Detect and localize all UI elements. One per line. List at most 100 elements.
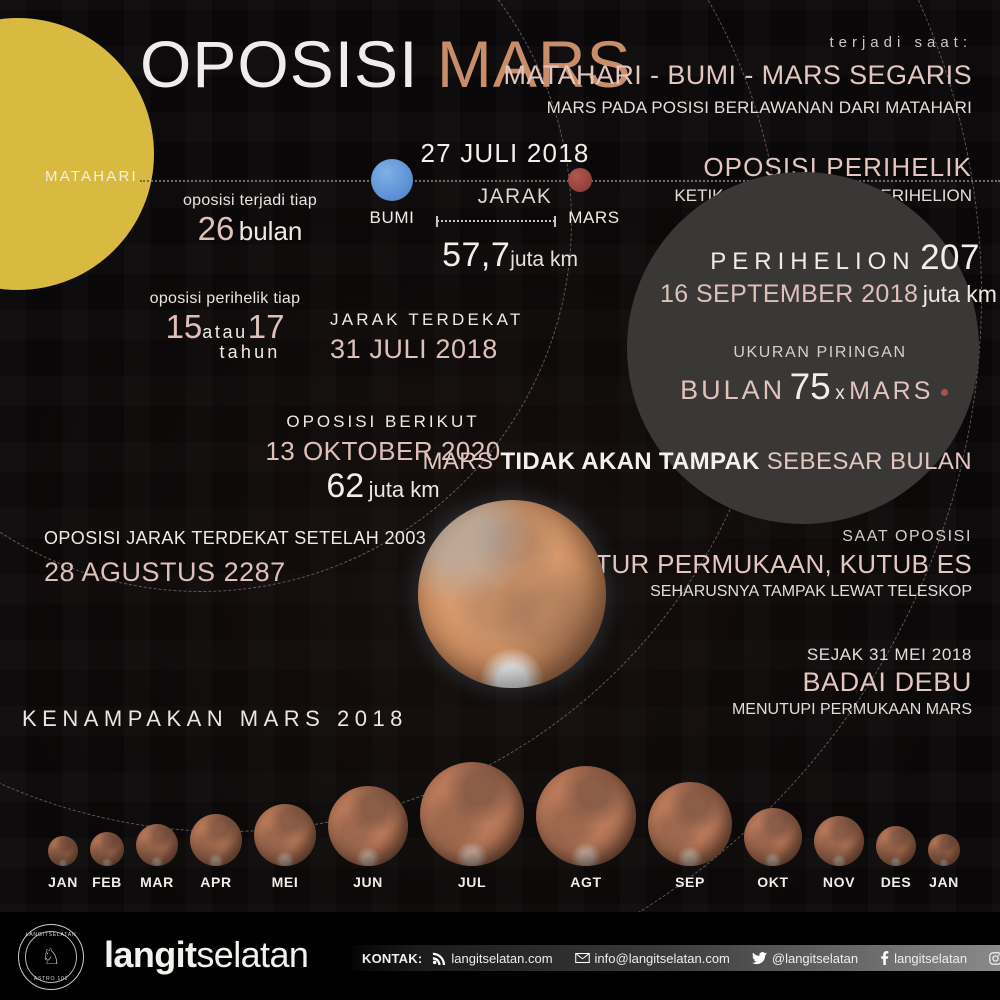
mars-label: MARS xyxy=(568,208,620,227)
comparison-moon-word: BULAN xyxy=(680,375,786,405)
perihelic-years-unit: tahun xyxy=(219,342,281,362)
contact-item[interactable]: langitselatanmedia xyxy=(989,951,1000,966)
seal-bottom-text: ASTRO 101 xyxy=(33,976,69,982)
dust-storm-eyebrow: SEJAK 31 MEI 2018 xyxy=(806,645,972,664)
mars-month-label: JUN xyxy=(353,874,383,890)
contact-item[interactable]: langitselatan.com xyxy=(432,950,553,966)
mars-photo-large xyxy=(418,500,606,688)
earth-planet-icon xyxy=(371,159,413,201)
closest-approach-head: JARAK TERDEKAT xyxy=(330,310,524,329)
contact-item[interactable]: @langitselatan xyxy=(751,951,858,966)
mars-month-item: FEB xyxy=(89,832,124,890)
perihelic-years-low: 15 xyxy=(165,308,203,345)
mars-month-item: MEI xyxy=(253,804,316,890)
dust-storm-block: SEJAK 31 MEI 2018 BADAI DEBU MENUTUPI PE… xyxy=(732,645,972,719)
mars-month-label: JAN xyxy=(48,874,78,890)
seal-horse-icon: ♘ xyxy=(41,944,61,969)
moon-disk xyxy=(627,172,979,524)
next-opposition-unit: juta km xyxy=(368,477,440,502)
perihelic-cycle-label: oposisi perihelik tiap xyxy=(149,290,301,307)
closest-approach-stat: JARAK TERDEKAT 31 JULI 2018 xyxy=(330,310,570,365)
perihelic-cycle-stat: oposisi perihelik tiap 15atau17 tahun xyxy=(110,290,340,363)
contact-bar: KONTAK: langitselatan.com info@langitsela… xyxy=(352,945,1000,971)
contact-item[interactable]: info@langitselatan.com xyxy=(574,950,730,966)
statement-part-c: SEBESAR BULAN xyxy=(766,448,972,475)
headline-alignment: MATAHARI - BUMI - MARS SEGARIS xyxy=(503,60,972,90)
mars-month-item: JUN xyxy=(327,786,408,890)
mars-month-label: DES xyxy=(880,874,912,890)
distance-measure-bar xyxy=(436,216,556,227)
distance-unit: juta km xyxy=(510,248,578,271)
earth-label: BUMI xyxy=(369,208,415,227)
mars-disk-icon xyxy=(48,836,78,866)
closest-approach-date: 31 JULI 2018 xyxy=(330,334,498,364)
perihelion-date: 16 SEPTEMBER 2018 xyxy=(660,280,919,308)
mars-disk-icon xyxy=(189,814,242,866)
seal-top-text: LANGITSELATAN xyxy=(25,932,77,938)
mars-month-label: FEB xyxy=(92,874,122,890)
comparison-times-symbol: x xyxy=(835,383,845,404)
tiny-mars-dot-icon xyxy=(940,389,948,396)
mars-month-item: OKT xyxy=(743,808,802,890)
cycle-number: 26 xyxy=(197,210,235,247)
mars-disk-icon xyxy=(135,824,178,866)
telescope-eyebrow: SAAT OPOSISI xyxy=(842,528,972,545)
page-title: OPOSISI MARS xyxy=(140,26,632,102)
mars-disk-icon xyxy=(875,826,916,866)
subline-opposite-position: MARS PADA POSISI BERLAWANAN DARI MATAHAR… xyxy=(546,98,972,117)
contact-text: langitselatan.com xyxy=(451,950,553,966)
telescope-main: FITUR PERMUKAAN, KUTUB ES xyxy=(571,549,972,579)
cycle-label: oposisi terjadi tiap xyxy=(182,192,318,209)
opposition-cycle-stat: oposisi terjadi tiap 26 bulan xyxy=(140,192,360,248)
distance-value: 57,7 xyxy=(442,236,511,274)
contact-text: info@langitselatan.com xyxy=(594,950,730,966)
instagram-icon xyxy=(989,951,1000,965)
brand-langit: langit xyxy=(104,934,197,975)
mars-month-label: JUL xyxy=(457,874,487,890)
distance-value-row: 57,7juta km xyxy=(390,236,630,275)
mars-month-item: JAN xyxy=(48,836,78,890)
mars-disk-icon xyxy=(419,762,524,866)
seal-inner-ring xyxy=(25,931,77,983)
mars-disk-icon xyxy=(89,832,124,866)
cycle-unit: bulan xyxy=(238,216,303,246)
mars-disk-icon xyxy=(927,834,960,866)
perihelion-distance-unit: juta km xyxy=(922,281,997,307)
contact-label: KONTAK: xyxy=(362,950,423,966)
statement-part-b: TIDAK AKAN TAMPAK xyxy=(500,448,767,475)
mars-disk-icon xyxy=(813,816,864,866)
perihelion-word: PERIHELION xyxy=(710,248,916,275)
next-opposition-distance: 62 xyxy=(326,467,365,505)
title-mars: MARS xyxy=(436,27,632,101)
title-oposisi: OPOSISI xyxy=(140,27,419,101)
next-opposition-date: 13 OKTOBER 2020 xyxy=(265,436,501,466)
mars-month-label: APR xyxy=(200,874,232,890)
brand-selatan: selatan xyxy=(196,934,309,975)
telescope-sub: SEHARUSNYA TAMPAK LEWAT TELESKOP xyxy=(650,583,972,600)
mars-month-label: OKT xyxy=(757,874,789,890)
perihelion-distance-number: 207 xyxy=(920,238,980,277)
footer-bar: LANGITSELATAN ♘ ASTRO 101 langitselatan … xyxy=(0,912,1000,1000)
mars-month-label: MEI xyxy=(271,874,299,890)
mars-month-label: JAN xyxy=(929,874,959,890)
contact-text: langitselatan xyxy=(894,950,968,966)
mars-month-label: NOV xyxy=(822,874,856,890)
record-opposition-date: 28 AGUSTUS 2287 xyxy=(44,557,286,587)
next-opposition-stat: OPOSISI BERIKUT 13 OKTOBER 2020 62 juta … xyxy=(258,412,508,506)
mars-month-label: AGT xyxy=(570,874,602,890)
comparison-mars-word: MARS xyxy=(849,377,934,405)
contact-item[interactable]: langitselatan xyxy=(880,951,967,966)
mars-month-label: MAR xyxy=(140,874,174,890)
perihelic-years-high: 17 xyxy=(247,308,285,345)
moon-mars-size-comparison: BULAN 75 x MARS xyxy=(640,366,988,408)
statement-not-as-big-as-moon: MARS TIDAK AKAN TAMPAK SEBESAR BULAN xyxy=(422,448,972,476)
mars-apparent-size-row: JAN FEB MAR APR MEI JUN JUL AGT SEP OKT NOV DES JAN xyxy=(48,762,960,890)
disk-size-eyebrow: UKURAN PIRINGAN xyxy=(733,344,907,361)
mars-month-item: MAR xyxy=(135,824,178,890)
dust-storm-sub: MENUTUPI PERMUKAAN MARS xyxy=(731,701,972,718)
dust-storm-main: BADAI DEBU xyxy=(802,667,972,697)
perihelic-conjunction-word: atau xyxy=(202,322,248,342)
eyebrow-terjadi-saat: terjadi saat: xyxy=(829,34,972,51)
record-opposition-stat: OPOSISI JARAK TERDEKAT SETELAH 2003 28 A… xyxy=(44,528,426,588)
